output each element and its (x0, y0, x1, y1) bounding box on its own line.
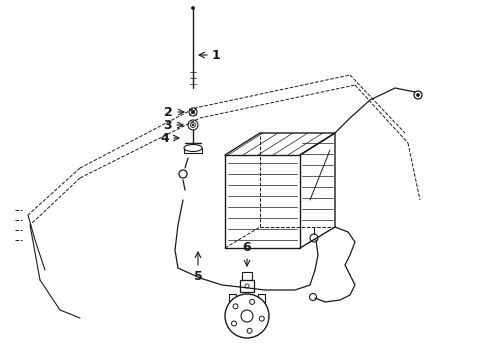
Circle shape (191, 6, 194, 9)
Circle shape (246, 328, 252, 333)
Circle shape (231, 321, 236, 326)
Text: 6: 6 (242, 241, 251, 254)
Bar (258, 294, 264, 322)
Circle shape (191, 111, 194, 113)
Text: 3: 3 (163, 118, 172, 131)
Bar (228, 294, 236, 322)
Circle shape (192, 124, 194, 126)
Text: 1: 1 (212, 49, 220, 62)
Circle shape (233, 304, 238, 309)
Bar (242, 272, 251, 280)
Text: 4: 4 (160, 131, 169, 144)
Circle shape (249, 300, 254, 305)
Circle shape (224, 294, 268, 338)
Text: 5: 5 (193, 270, 202, 283)
Ellipse shape (183, 144, 202, 152)
Circle shape (259, 316, 264, 321)
Circle shape (416, 94, 419, 96)
Bar (240, 280, 253, 292)
Text: 2: 2 (164, 105, 173, 118)
